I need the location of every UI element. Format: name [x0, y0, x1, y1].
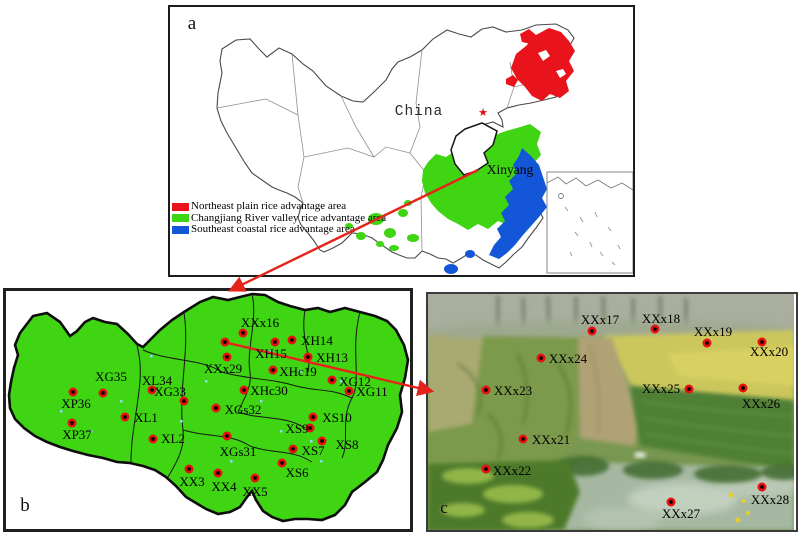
country-label: China: [394, 104, 444, 120]
panel-b-xinyang-map: [3, 288, 413, 532]
henan-province-outline: [450, 122, 498, 176]
legend-row: Changjiang River valley rice advantage a…: [172, 211, 387, 225]
field-photo-art: [428, 294, 794, 530]
panel-a-china-map: ★: [168, 5, 635, 277]
legend-label: Changjiang River valley rice advantage a…: [191, 211, 387, 224]
panel-a-letter: a: [187, 13, 197, 34]
panel-c-letter: c: [440, 498, 448, 517]
legend-row: Northeast plain rice advantage area: [172, 201, 386, 213]
legend-swatch: [172, 225, 189, 234]
south-china-sea-inset: [546, 171, 633, 274]
panel-b-letter: b: [20, 495, 30, 516]
city-label-xinyang: Xinyang: [486, 162, 534, 177]
legend-swatch: [172, 202, 189, 211]
legend-label: Northeast plain rice advantage area: [191, 200, 347, 213]
legend-label: Southeast coastal rice advantage area: [191, 223, 355, 236]
beijing-star-icon: ★: [478, 107, 488, 119]
legend-row: Southeast coastal rice advantage area: [172, 224, 386, 236]
legend-swatch: [172, 214, 189, 223]
panel-c-field-photo: [426, 292, 798, 532]
yellow-flowers: [728, 492, 750, 523]
xinyang-map-art: [7, 292, 410, 523]
map-legend: Northeast plain rice advantage area Chang…: [172, 201, 386, 236]
